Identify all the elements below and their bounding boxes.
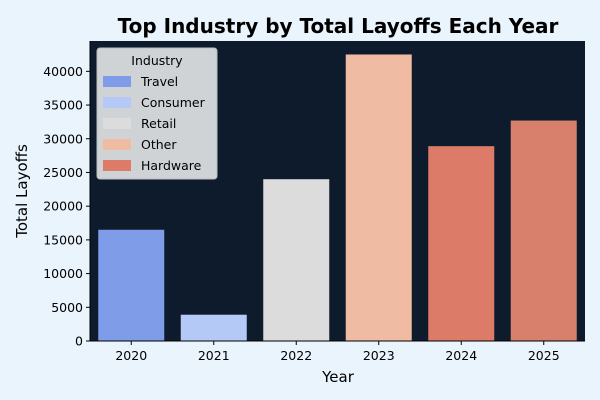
bar-2025: [510, 120, 577, 341]
x-tick-label: 2022: [280, 348, 312, 363]
x-tick-label: 2020: [115, 348, 147, 363]
bar-2020: [98, 229, 165, 341]
legend-swatch: [103, 139, 131, 150]
bar-2024: [428, 146, 495, 341]
legend-title: Industry: [131, 53, 183, 68]
legend-swatch: [103, 160, 131, 171]
x-tick-label: 2025: [528, 348, 560, 363]
legend-label: Travel: [140, 74, 178, 89]
y-tick-label: 15000: [43, 232, 83, 247]
legend-swatch: [103, 76, 131, 87]
y-axis-label: Total Layoffs: [13, 144, 31, 239]
legend-label: Other: [141, 137, 177, 152]
bars-group: [98, 54, 577, 341]
legend: Industry Travel Consumer Retail Other Hardwa…: [96, 47, 218, 180]
bar-2021: [180, 314, 247, 341]
x-tick-label: 2021: [198, 348, 230, 363]
bar-2022: [263, 179, 330, 341]
y-tick-label: 40000: [43, 64, 83, 79]
y-tick-label: 20000: [43, 199, 83, 214]
y-tick-label: 35000: [43, 98, 83, 113]
legend-label: Hardware: [141, 158, 202, 173]
y-tick-label: 0: [75, 334, 83, 349]
bar-2023: [345, 54, 412, 341]
y-tick-label: 25000: [43, 165, 83, 180]
x-tick-label: 2024: [445, 348, 477, 363]
legend-swatch: [103, 97, 131, 108]
chart-title: Top Industry by Total Layoffs Each Year: [118, 14, 559, 38]
x-tick-label: 2023: [363, 348, 395, 363]
x-axis-label: Year: [321, 368, 355, 386]
legend-label: Retail: [141, 116, 176, 131]
legend-label: Consumer: [141, 95, 206, 110]
y-tick-label: 30000: [43, 131, 83, 146]
y-axis: 0 5000 10000 15000 20000 25000 30000 35000 40000: [43, 41, 91, 349]
x-axis: 2020 2021 2022 2023 2024 2025: [90, 340, 585, 363]
y-tick-label: 5000: [51, 300, 83, 315]
legend-swatch: [103, 118, 131, 129]
legend-entries: Travel Consumer Retail Other Hardware: [103, 74, 206, 173]
y-tick-label: 10000: [43, 266, 83, 281]
